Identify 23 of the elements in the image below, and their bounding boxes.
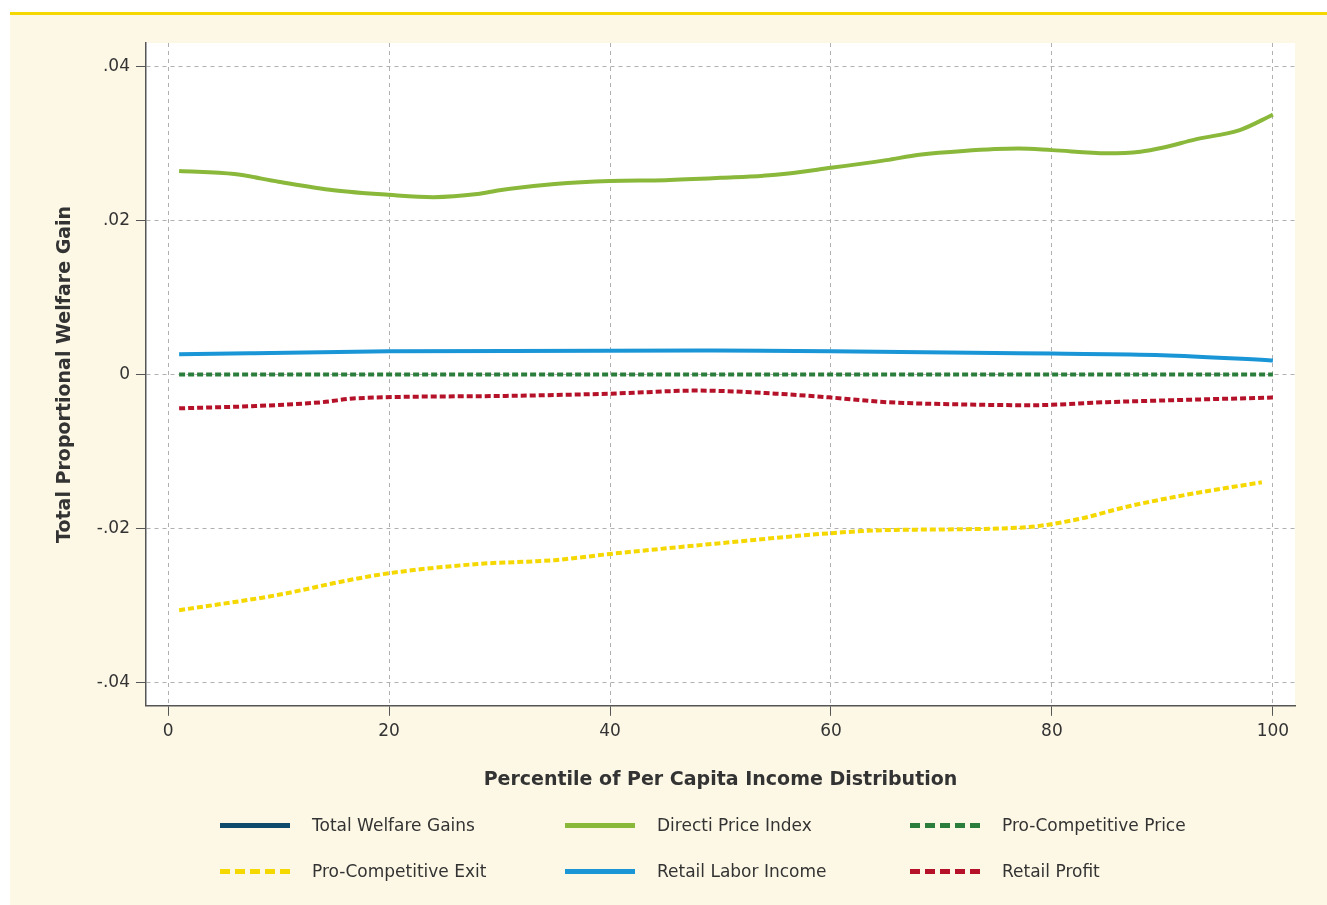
y-tick-label: .04 — [102, 54, 130, 75]
y-tick-label: -.04 — [96, 671, 130, 692]
y-tick-label: .02 — [102, 208, 130, 229]
y-tick-label: 0 — [119, 362, 130, 383]
x-tick-label: 80 — [1041, 720, 1063, 741]
line-series — [177, 112, 1275, 200]
line-series — [177, 388, 1275, 411]
x-tick-label: 0 — [162, 720, 174, 741]
line-series — [177, 480, 1264, 613]
x-axis-title: Percentile of Per Capita Income Distribution — [483, 766, 958, 789]
legend-label: Retail Profit — [1002, 861, 1100, 881]
legend-label: Total Welfare Gains — [312, 815, 475, 835]
x-tick-label: 20 — [378, 720, 400, 741]
legend-label: Retail Labor Income — [657, 861, 827, 881]
y-axis-title: Total Proportional Welfare Gain — [52, 205, 75, 543]
legend-label: Directi Price Index — [657, 815, 812, 835]
y-tick-label: -.02 — [96, 516, 130, 537]
legend-label: Pro-Competitive Exit — [312, 861, 487, 881]
legend-label: Pro-Competitive Price — [1002, 815, 1186, 835]
line-series — [177, 348, 1275, 363]
x-tick-label: 40 — [599, 720, 621, 741]
x-tick-label: 100 — [1256, 720, 1290, 741]
x-tick-label: 60 — [820, 720, 842, 741]
